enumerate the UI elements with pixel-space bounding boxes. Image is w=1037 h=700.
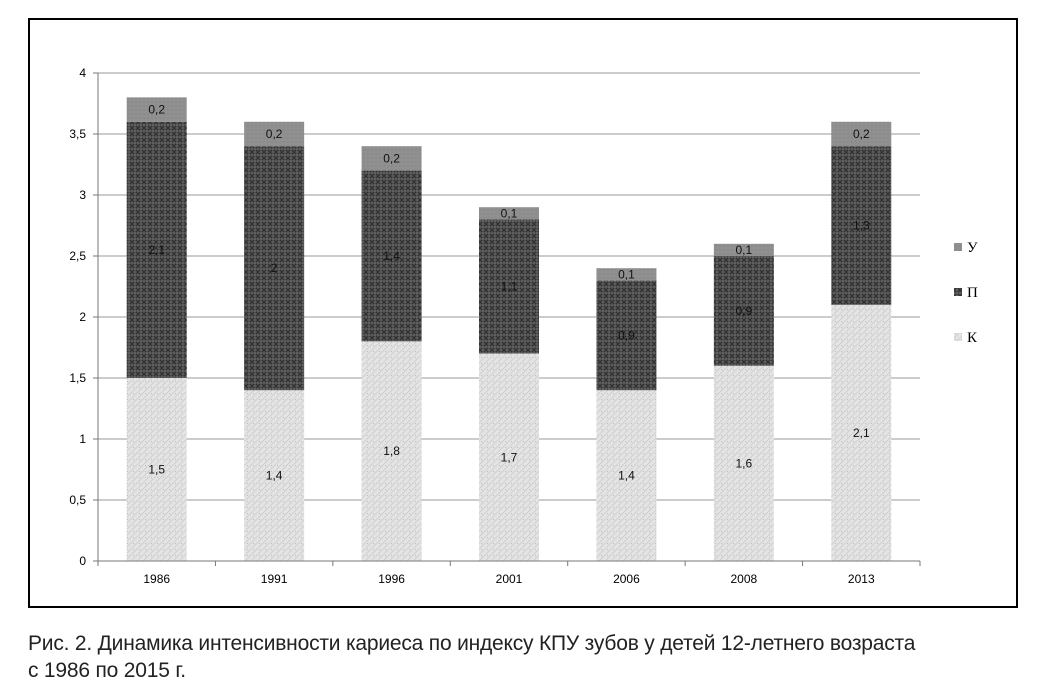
data-label: 1,4: [266, 469, 283, 483]
data-label: 0,1: [501, 206, 518, 220]
caption-line-2: с 1986 по 2015 г.: [28, 659, 186, 682]
x-tick-label: 2008: [731, 572, 758, 586]
y-tick-label: 3: [79, 188, 86, 202]
figure-caption: Рис. 2. Динамика интенсивности кариеса п…: [28, 630, 1028, 684]
caption-line-1: Рис. 2. Динамика интенсивности кариеса п…: [28, 632, 916, 655]
legend-label: У: [967, 240, 978, 256]
data-label: 0,1: [618, 267, 635, 281]
data-label: 1,5: [148, 463, 165, 477]
data-label: 0,2: [148, 103, 165, 117]
y-tick-label: 2: [79, 310, 86, 324]
x-tick-label: 2001: [496, 572, 523, 586]
legend-swatch: [954, 333, 962, 341]
legend-swatch: [954, 288, 962, 296]
bar-segment: [479, 207, 539, 220]
x-tick-label: 1986: [143, 572, 170, 586]
bar-segment: [831, 304, 892, 561]
data-label: 1,8: [383, 444, 400, 458]
bar-segment: [596, 390, 657, 561]
x-tick-label: 2006: [613, 572, 640, 586]
bar-segment: [831, 121, 892, 147]
bar-segment: [831, 146, 892, 305]
legend-label: П: [967, 285, 978, 301]
bar-segment: [126, 378, 187, 561]
data-label: 1,4: [618, 469, 635, 483]
bar-segment: [361, 170, 422, 342]
bar-segment: [713, 256, 774, 366]
chart-frame: 1,5 2,1 0,2 1,4 2 0,2 1,8 1,4 0,2 1,7 1,1 0,1 1,4 0,9…: [28, 18, 1018, 608]
legend: У П К: [954, 240, 978, 346]
bar-segment: [244, 121, 305, 147]
data-label: 1,6: [736, 456, 753, 470]
bar-segment: [713, 365, 774, 561]
bar-segment: [361, 146, 422, 171]
bars: [126, 97, 892, 561]
y-tick-label: 1,5: [69, 371, 86, 385]
y-tick-label: 4: [79, 66, 86, 80]
data-label: 0,1: [736, 243, 753, 257]
bar-segment: [596, 280, 657, 391]
x-tick-label: 2013: [848, 572, 875, 586]
x-tick-label: 1991: [261, 572, 288, 586]
bar-segment: [126, 121, 187, 379]
data-label: 1,1: [501, 280, 518, 294]
bar-segment: [361, 341, 422, 561]
bar-segment: [479, 353, 539, 561]
data-label: 2: [271, 261, 278, 275]
axes: 0 0,5 1 1,5 2 2,5 3 3,5 4 1986 1991 1996 2001 2006 200…: [69, 66, 921, 586]
x-tick-label: 1996: [378, 572, 405, 586]
data-label: 2,1: [853, 426, 870, 440]
y-tick-label: 1: [79, 432, 86, 446]
data-label: 1,7: [501, 450, 518, 464]
y-tick-label: 0,5: [69, 493, 86, 507]
y-tick-label: 2,5: [69, 249, 86, 263]
data-labels: 1,5 2,1 0,2 1,4 2 0,2 1,8 1,4 0,2 1,7 1,1 0,1 1,4 0,9…: [148, 103, 870, 483]
y-tick-label: 3,5: [69, 127, 86, 141]
bar-segment: [126, 97, 187, 122]
bar-segment: [479, 219, 539, 354]
legend-swatch: [954, 243, 962, 251]
bar-segment: [244, 390, 305, 561]
bar-segment: [244, 146, 305, 391]
y-tick-label: 0: [79, 554, 86, 568]
data-label: 1,3: [853, 219, 870, 233]
data-label: 0,2: [853, 127, 870, 141]
legend-label: К: [967, 330, 978, 346]
bar-segment: [596, 268, 657, 281]
data-label: 0,9: [736, 304, 753, 318]
data-label: 0,2: [383, 151, 400, 165]
bar-segment: [713, 243, 774, 256]
data-label: 0,9: [618, 328, 635, 342]
data-label: 1,4: [383, 249, 400, 263]
data-label: 0,2: [266, 127, 283, 141]
data-label: 2,1: [148, 243, 165, 257]
stacked-bar-chart: 1,5 2,1 0,2 1,4 2 0,2 1,8 1,4 0,2 1,7 1,1 0,1 1,4 0,9…: [69, 66, 978, 586]
